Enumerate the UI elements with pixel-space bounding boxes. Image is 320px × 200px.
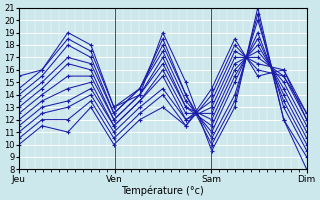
X-axis label: Température (°c): Température (°c) [122, 185, 204, 196]
